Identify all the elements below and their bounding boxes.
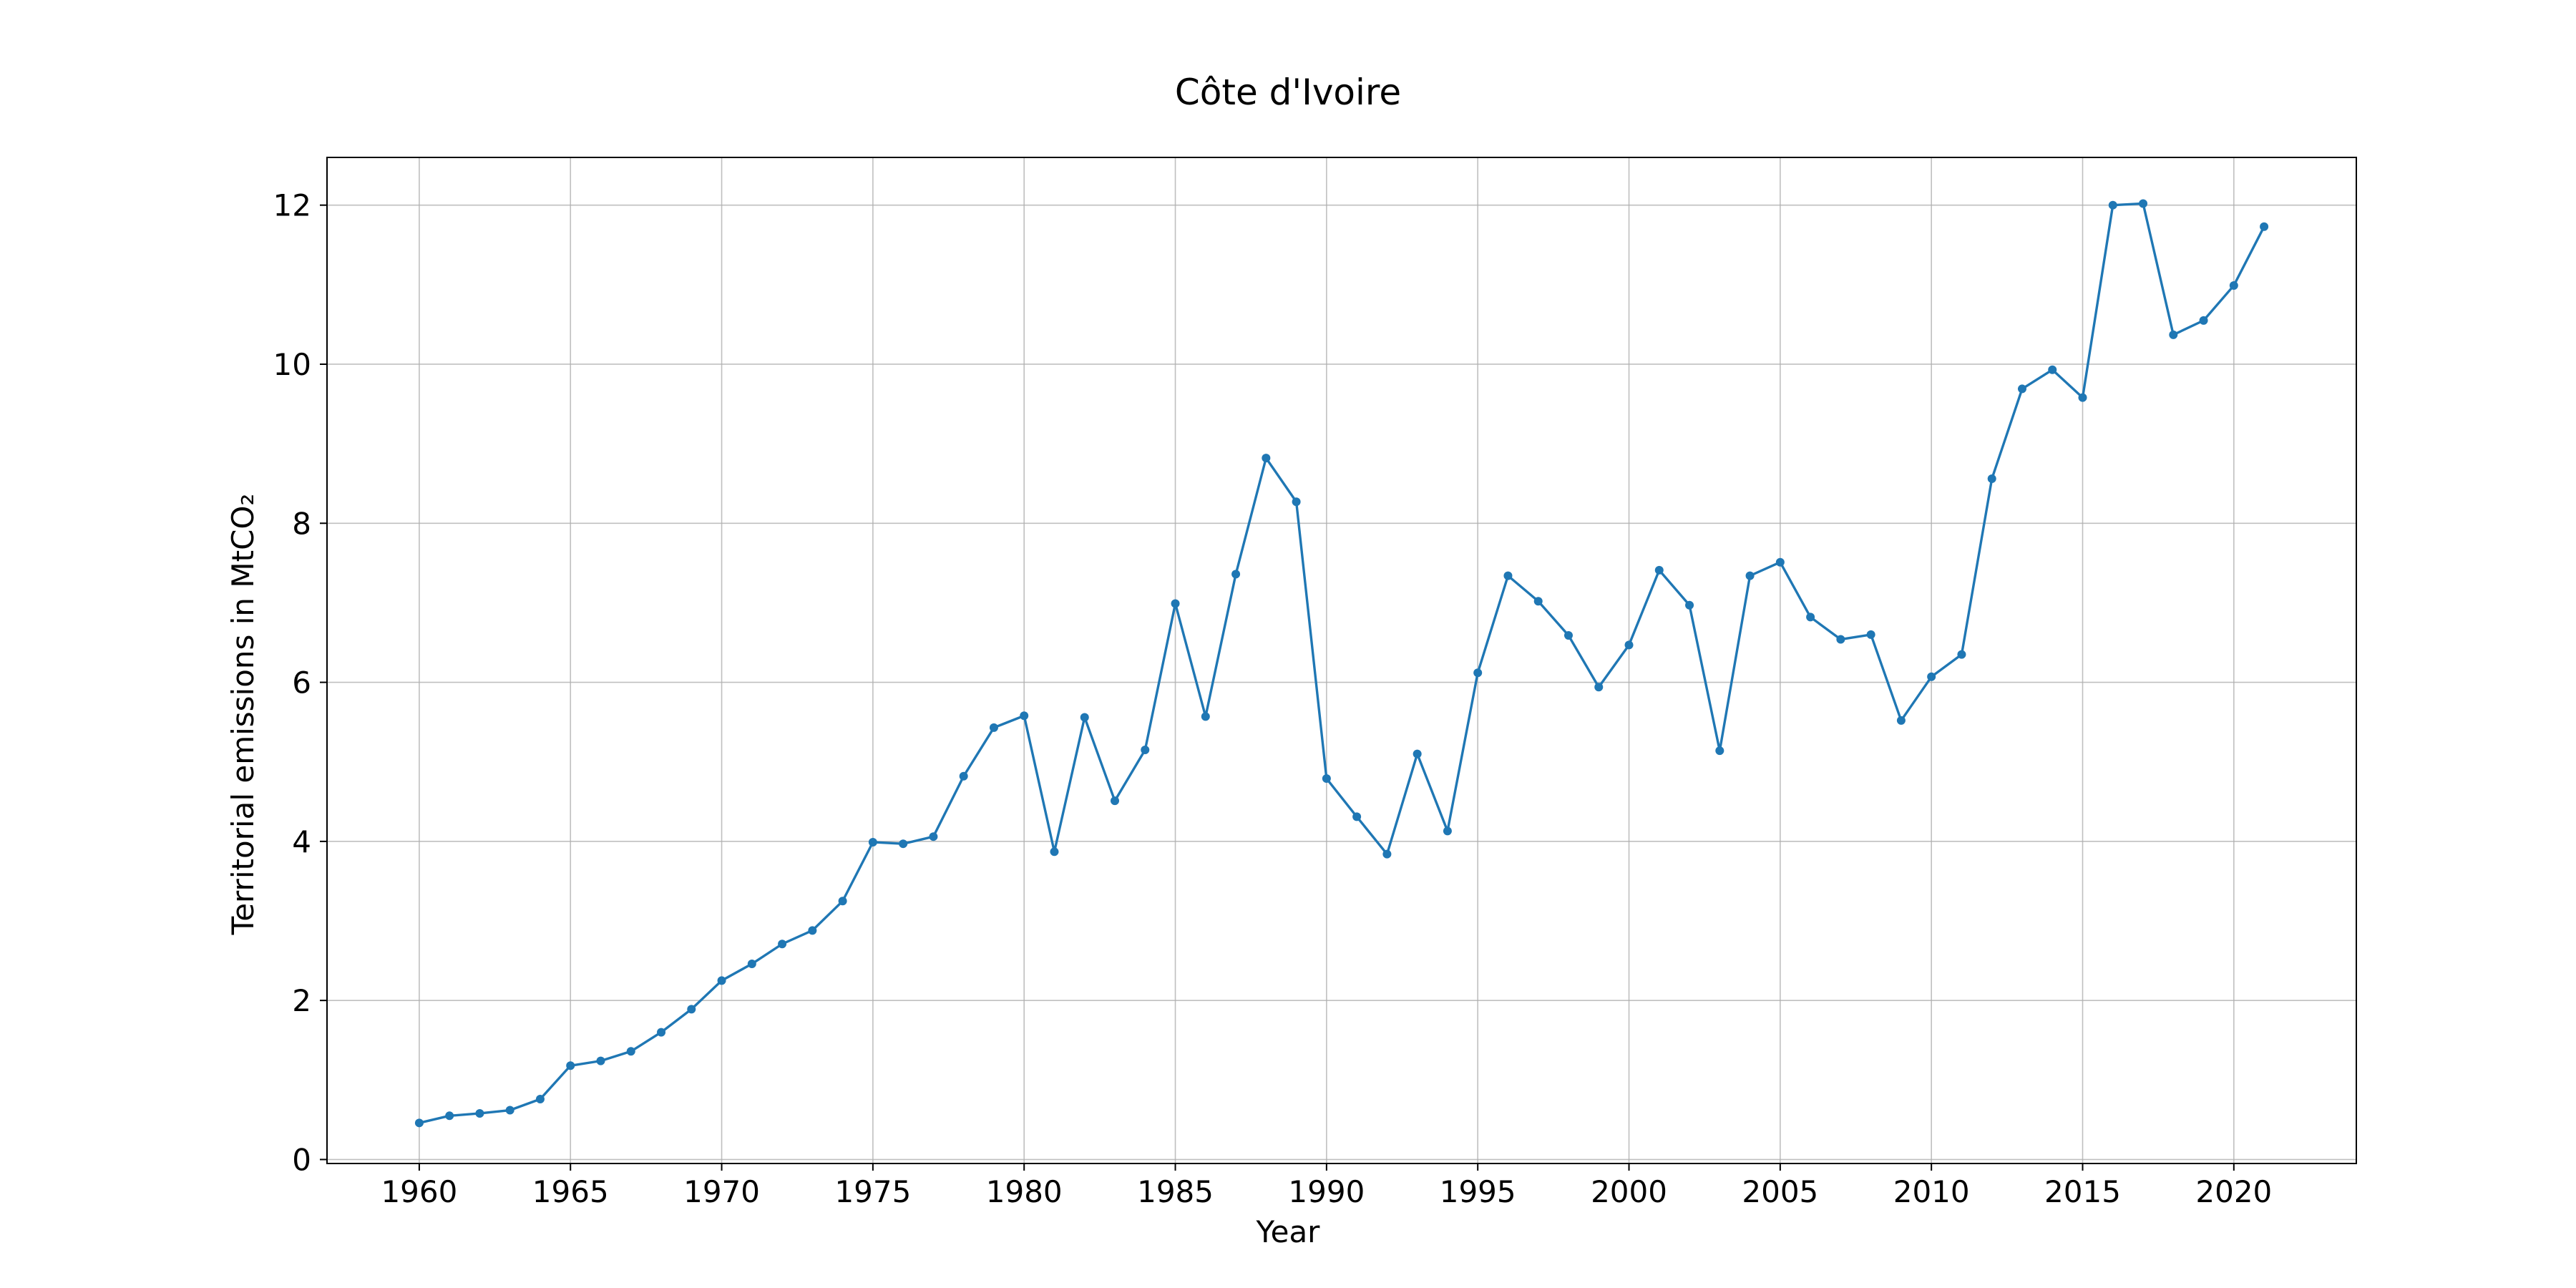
plot-frame xyxy=(326,157,2357,1164)
data-point xyxy=(747,960,756,969)
data-point xyxy=(1503,571,1513,580)
data-point xyxy=(868,837,877,847)
x-tick-label: 2020 xyxy=(2195,1174,2272,1209)
data-point xyxy=(899,839,908,849)
data-point xyxy=(808,926,817,935)
data-point xyxy=(1594,683,1604,692)
grid xyxy=(327,157,2356,1163)
x-tick-label: 2010 xyxy=(1893,1174,1970,1209)
x-tick-label: 1995 xyxy=(1440,1174,1516,1209)
data-point xyxy=(1413,749,1422,758)
data-point xyxy=(1654,565,1664,575)
y-axis-label: Territorial emissions in MtCO₂ xyxy=(225,494,260,936)
data-point xyxy=(1262,454,1271,463)
y-tick-label: 12 xyxy=(273,188,311,223)
y-axis: 0 2 4 6 8 10 12 xyxy=(273,188,327,1177)
data-point xyxy=(1775,557,1785,567)
data-point xyxy=(838,897,847,906)
data-point xyxy=(1745,571,1755,580)
x-tick-label: 1985 xyxy=(1137,1174,1214,1209)
data-point xyxy=(1020,711,1029,721)
data-point xyxy=(1685,600,1694,610)
data-point xyxy=(1201,712,1210,721)
data-point xyxy=(1473,668,1483,678)
data-point xyxy=(1866,630,1875,639)
x-tick-label: 2015 xyxy=(2044,1174,2121,1209)
data-point xyxy=(1231,570,1241,579)
data-point xyxy=(626,1047,635,1056)
chart-title: Côte d'Ivoire xyxy=(1175,72,1401,113)
data-point xyxy=(1957,650,1966,659)
y-tick-label: 8 xyxy=(292,506,311,541)
data-point xyxy=(778,940,787,949)
data-point xyxy=(2260,222,2269,231)
data-point xyxy=(1836,635,1845,644)
data-point xyxy=(1987,474,1996,484)
data-point xyxy=(1292,497,1301,507)
data-point xyxy=(1352,812,1362,821)
data-point xyxy=(1715,746,1724,756)
data-point xyxy=(1533,597,1543,606)
data-point xyxy=(1624,640,1634,650)
data-point xyxy=(1382,849,1392,859)
data-point xyxy=(1806,613,1815,622)
series-group xyxy=(414,199,2269,1128)
x-tick-label: 1990 xyxy=(1288,1174,1365,1209)
x-tick-label: 1965 xyxy=(532,1174,609,1209)
data-point xyxy=(596,1056,605,1065)
x-tick-label: 1960 xyxy=(381,1174,457,1209)
data-point xyxy=(657,1028,666,1037)
data-point xyxy=(2169,330,2178,339)
data-point xyxy=(717,976,726,985)
x-axis-label: Year xyxy=(1256,1214,1321,1249)
data-point xyxy=(989,723,998,732)
data-point xyxy=(1896,716,1906,725)
data-point xyxy=(687,1005,696,1014)
data-point xyxy=(414,1118,424,1128)
data-point xyxy=(1563,630,1573,640)
data-point xyxy=(2139,199,2148,208)
data-point xyxy=(566,1061,575,1070)
data-point xyxy=(2078,393,2087,402)
series-line xyxy=(418,202,2265,1125)
data-point xyxy=(1080,713,1089,722)
data-point xyxy=(2048,365,2057,374)
y-tick-label: 0 xyxy=(292,1142,311,1177)
data-point xyxy=(475,1108,484,1118)
x-axis: 1960 1965 1970 1975 1980 1985 1990 1995 2000 2005… xyxy=(381,1163,2272,1209)
data-point xyxy=(929,832,938,841)
x-tick-label: 1980 xyxy=(986,1174,1063,1209)
data-point xyxy=(2229,280,2238,290)
x-tick-label: 1975 xyxy=(834,1174,911,1209)
data-point xyxy=(2108,200,2117,210)
data-point xyxy=(959,771,968,781)
data-point xyxy=(1171,599,1180,608)
data-point xyxy=(2017,384,2026,394)
data-point xyxy=(1141,746,1150,755)
x-tick-label: 2005 xyxy=(1742,1174,1818,1209)
data-point xyxy=(2199,316,2208,325)
data-point xyxy=(505,1106,514,1115)
data-point xyxy=(445,1111,454,1121)
y-tick-label: 6 xyxy=(292,665,311,701)
x-tick-label: 1970 xyxy=(683,1174,760,1209)
x-tick-label: 2000 xyxy=(1591,1174,1667,1209)
data-point xyxy=(1111,796,1120,806)
y-tick-label: 4 xyxy=(292,824,311,859)
data-point xyxy=(535,1094,545,1103)
y-tick-label: 2 xyxy=(292,983,311,1018)
data-point xyxy=(1927,672,1936,681)
data-point xyxy=(1322,774,1331,784)
y-tick-label: 10 xyxy=(273,347,311,382)
data-point xyxy=(1443,826,1452,836)
data-point xyxy=(1050,847,1059,857)
